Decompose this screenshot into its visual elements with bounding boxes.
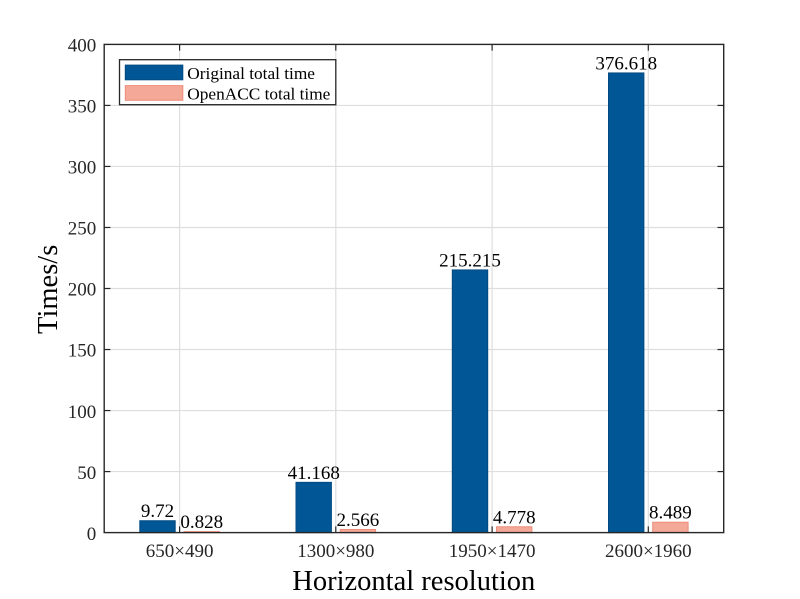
svg-text:250: 250 — [68, 219, 97, 240]
svg-text:4.778: 4.778 — [493, 507, 536, 528]
svg-text:350: 350 — [68, 97, 97, 118]
svg-text:OpenACC total time: OpenACC total time — [187, 84, 330, 103]
svg-text:9.72: 9.72 — [141, 501, 174, 522]
svg-text:2.566: 2.566 — [337, 510, 380, 531]
svg-text:50: 50 — [77, 463, 96, 484]
svg-text:0: 0 — [87, 524, 97, 545]
svg-text:650×490: 650×490 — [146, 541, 214, 562]
svg-text:150: 150 — [68, 341, 97, 362]
svg-text:376.618: 376.618 — [595, 53, 657, 74]
svg-text:2600×1960: 2600×1960 — [605, 541, 692, 562]
svg-text:Times/s: Times/s — [33, 245, 64, 334]
svg-text:41.168: 41.168 — [288, 463, 340, 484]
svg-text:0.828: 0.828 — [180, 512, 223, 533]
svg-text:Original total time: Original total time — [187, 64, 315, 83]
svg-text:Horizontal resolution: Horizontal resolution — [292, 566, 535, 597]
svg-text:200: 200 — [68, 280, 97, 301]
svg-text:400: 400 — [68, 36, 97, 57]
svg-text:1950×1470: 1950×1470 — [449, 541, 536, 562]
svg-text:1300×980: 1300×980 — [297, 541, 374, 562]
svg-text:100: 100 — [68, 402, 97, 423]
svg-text:215.215: 215.215 — [439, 250, 501, 271]
svg-text:8.489: 8.489 — [649, 503, 692, 524]
svg-text:300: 300 — [68, 158, 97, 179]
